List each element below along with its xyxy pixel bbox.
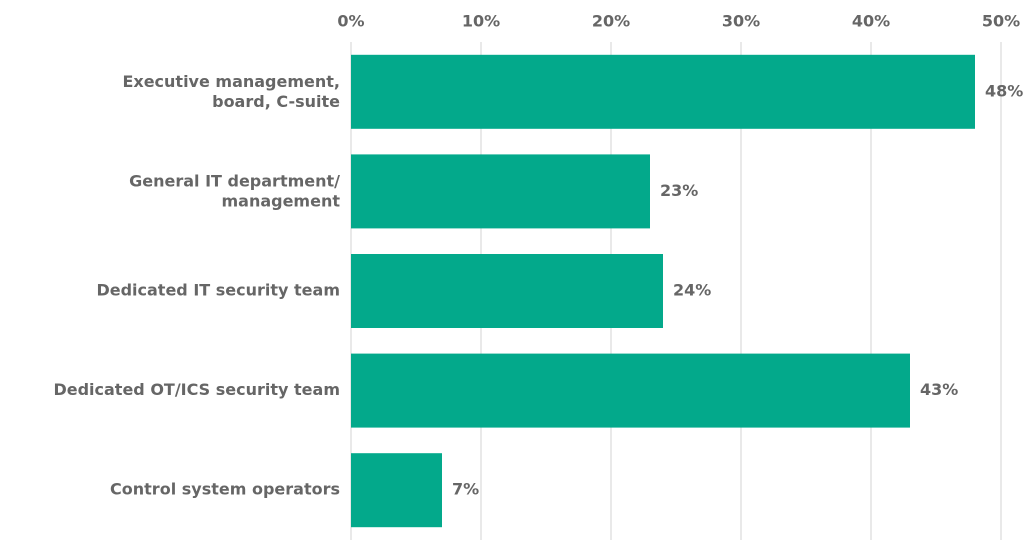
x-tick-label: 20%: [592, 12, 630, 31]
value-label: 43%: [920, 380, 958, 399]
category-label: General IT department/management: [129, 171, 340, 210]
value-label: 48%: [985, 81, 1023, 100]
category-label: Executive management, board, C-suite: [122, 71, 340, 110]
value-label: 7%: [452, 480, 479, 499]
bar: [351, 154, 650, 229]
bar: [351, 353, 910, 428]
x-tick-label: 0%: [337, 12, 364, 31]
bar: [351, 254, 663, 328]
value-label: 23%: [660, 181, 698, 200]
category-label: Control system operators: [110, 480, 340, 499]
category-label: Dedicated OT/ICS security team: [53, 380, 340, 399]
value-label: 24%: [673, 281, 711, 300]
x-tick-label: 30%: [722, 12, 760, 31]
bar: [351, 54, 975, 129]
x-tick-label: 40%: [852, 12, 890, 31]
category-label: Dedicated IT security team: [96, 281, 340, 300]
x-tick-label: 50%: [982, 12, 1020, 31]
bar: [351, 453, 442, 528]
x-tick-label: 10%: [462, 12, 500, 31]
